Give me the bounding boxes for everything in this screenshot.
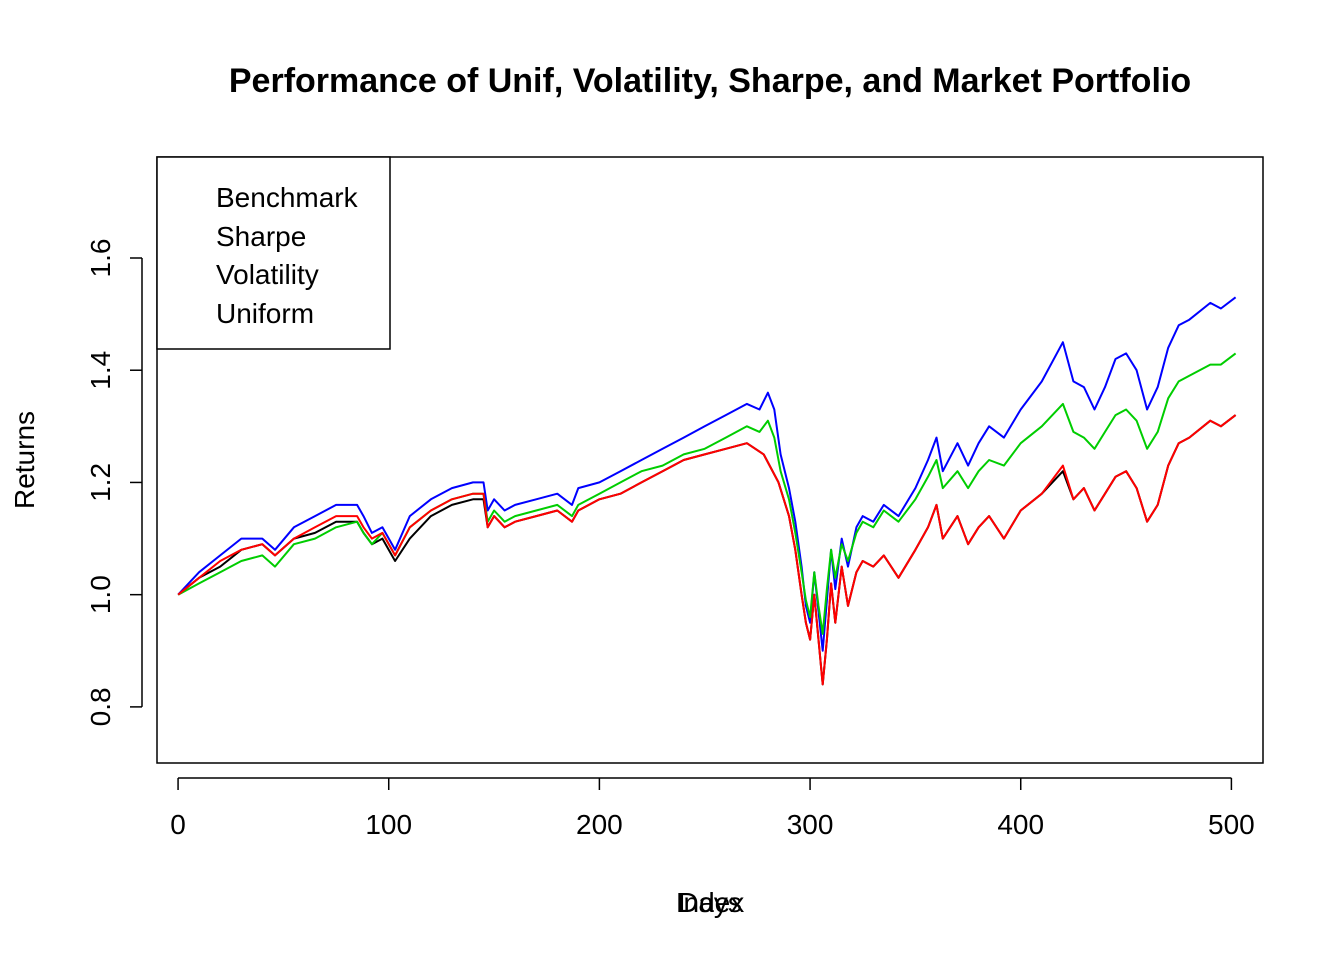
series-line-3	[177, 414, 1237, 686]
y-tick-label: 1.2	[85, 463, 116, 502]
series-line-2	[177, 352, 1237, 635]
y-tick-label: 1.0	[85, 575, 116, 614]
chart-title: Performance of Unif, Volatility, Sharpe,…	[229, 62, 1191, 100]
x-tick-label: 100	[365, 809, 412, 840]
series-lines	[177, 296, 1237, 686]
legend-entry-benchmark: Benchmark	[216, 182, 359, 213]
x-tick-label: 500	[1208, 809, 1255, 840]
y-tick-label: 0.8	[85, 687, 116, 726]
series-line-0	[177, 414, 1237, 686]
x-tick-label: 0	[170, 809, 186, 840]
x-tick-label: 400	[997, 809, 1044, 840]
y-axis-label: Returns	[9, 411, 40, 509]
legend-entry-volatility: Volatility	[216, 259, 319, 290]
legend-entry-sharpe: Sharpe	[216, 221, 306, 252]
y-axis: 0.8 1.0 1.2 1.4 1.6	[85, 239, 143, 726]
x-tick-label: 300	[787, 809, 834, 840]
plot-frame	[156, 156, 1264, 764]
legend: Benchmark Sharpe Volatility Uniform	[156, 156, 391, 350]
x-axis-label: Days	[678, 887, 742, 918]
legend-entry-uniform: Uniform	[216, 298, 314, 329]
y-tick-label: 1.4	[85, 351, 116, 390]
series-line-1	[177, 296, 1237, 652]
x-tick-label: 200	[576, 809, 623, 840]
x-axis-label-overprint: Index	[676, 887, 745, 918]
x-axis: 0 100 200 300 400 500	[170, 777, 1255, 840]
legend-box	[156, 156, 391, 350]
y-tick-label: 1.6	[85, 239, 116, 278]
